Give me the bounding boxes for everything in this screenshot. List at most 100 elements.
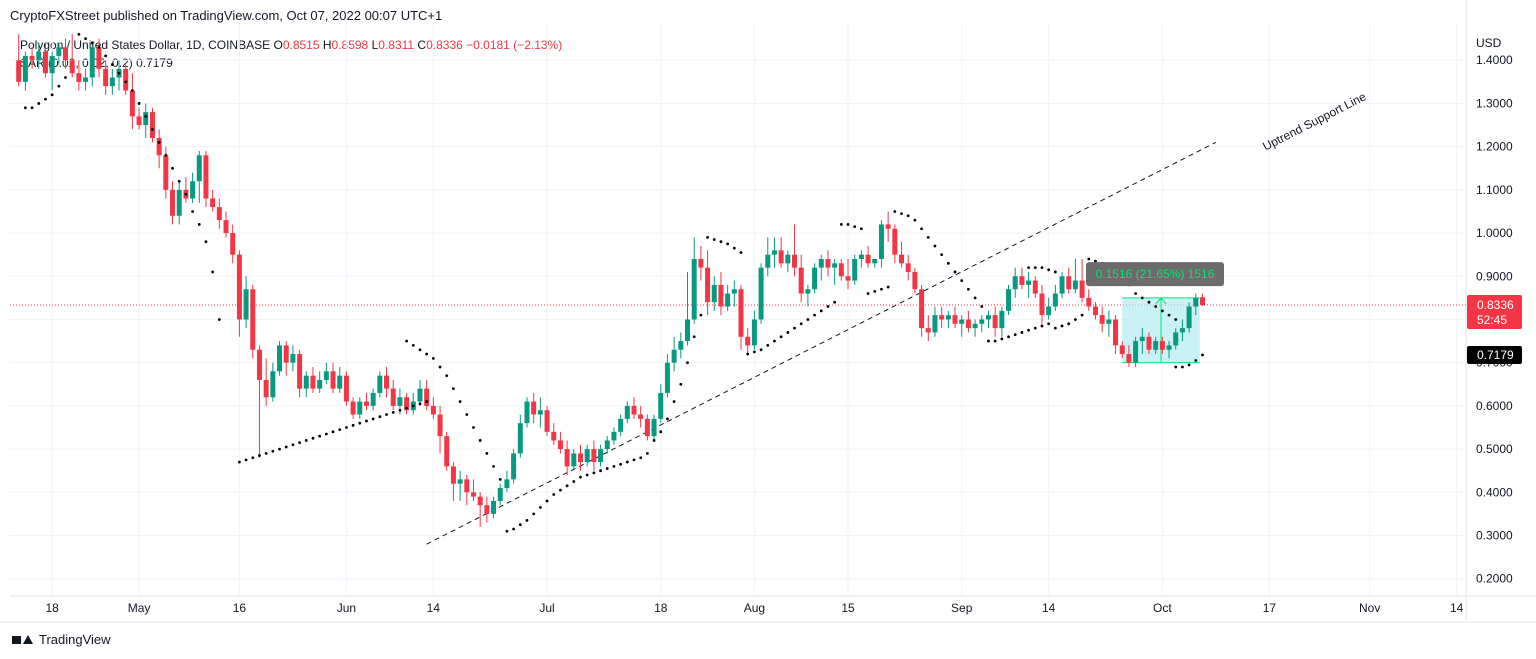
candle-body xyxy=(604,440,610,450)
sar-dot xyxy=(1181,365,1184,369)
candle-body xyxy=(1159,341,1165,350)
candle xyxy=(745,328,751,355)
candle-body xyxy=(170,189,176,216)
candle-body xyxy=(564,449,570,467)
candle-body xyxy=(42,51,48,74)
sar-dot xyxy=(1047,322,1051,326)
candle xyxy=(792,224,798,277)
candle-body xyxy=(932,315,938,333)
candle xyxy=(638,405,644,428)
sar-dot xyxy=(686,361,689,365)
sar-dot xyxy=(485,452,489,455)
candle-body xyxy=(1086,297,1092,307)
candle-body xyxy=(965,319,971,329)
candle-body xyxy=(524,401,530,424)
sar-dot xyxy=(1033,266,1037,270)
candle xyxy=(905,254,911,281)
candle-body xyxy=(531,401,537,415)
candle xyxy=(410,392,416,415)
sar-dot xyxy=(492,464,495,468)
sar-dot xyxy=(692,335,696,339)
sar-dot xyxy=(1174,318,1178,321)
candle-body xyxy=(812,267,818,290)
candle-body xyxy=(56,47,62,56)
candle xyxy=(691,237,697,324)
candle-body xyxy=(671,349,677,363)
candle-body xyxy=(999,310,1005,329)
sar-dot xyxy=(425,400,429,403)
y-tick-label: 0.2000 xyxy=(1476,572,1513,586)
candle-body xyxy=(89,47,95,78)
candle-body xyxy=(878,224,884,259)
candle xyxy=(430,397,436,419)
candle xyxy=(731,280,737,307)
x-tick-label: May xyxy=(128,601,151,615)
candle-body xyxy=(230,233,236,255)
candle xyxy=(838,258,844,281)
candle xyxy=(872,258,878,268)
sar-dot xyxy=(773,339,776,343)
candle xyxy=(557,431,563,454)
sar-dot xyxy=(1154,305,1158,308)
candle-body xyxy=(49,55,55,74)
candle-body xyxy=(778,250,784,264)
sar-dot xyxy=(44,97,47,101)
sar-dot xyxy=(967,287,970,291)
candle-body xyxy=(250,289,256,350)
candle-body xyxy=(290,354,296,363)
candle xyxy=(1066,267,1072,294)
candle xyxy=(210,189,216,212)
candle xyxy=(297,349,303,398)
candle xyxy=(256,345,262,458)
candle xyxy=(1039,284,1045,324)
sar-dot xyxy=(452,387,455,391)
candle xyxy=(979,315,985,333)
sar-dot xyxy=(926,235,930,239)
x-tick-label: Nov xyxy=(1359,601,1380,615)
candle-body xyxy=(972,323,978,329)
candle-body xyxy=(83,77,89,82)
candle-body xyxy=(384,375,390,389)
sar-dot xyxy=(1000,337,1004,341)
candle xyxy=(109,68,115,95)
candle-body xyxy=(517,423,523,454)
sar-dot xyxy=(110,63,114,66)
candle xyxy=(618,414,624,437)
sar-dot xyxy=(799,322,803,326)
sar-value: 0.7179 xyxy=(136,56,173,70)
sar-dot xyxy=(565,484,569,488)
candle-body xyxy=(1179,328,1185,333)
candle-body xyxy=(149,112,155,139)
sar-dot xyxy=(813,313,816,317)
candle xyxy=(123,64,129,95)
candle xyxy=(63,38,69,69)
candle xyxy=(999,306,1005,337)
sar-dot xyxy=(880,287,883,291)
sar-dot xyxy=(324,432,328,436)
sar-dot xyxy=(157,140,161,144)
sar-dot xyxy=(859,227,863,231)
sar-dot xyxy=(1140,296,1144,300)
sar-dot xyxy=(385,413,388,416)
x-tick-label: Jun xyxy=(337,601,356,615)
sar-dot xyxy=(853,225,857,228)
candle xyxy=(83,68,89,91)
candle xyxy=(290,345,296,372)
candle xyxy=(203,150,209,208)
candle-body xyxy=(210,198,216,208)
candle-body xyxy=(992,315,998,329)
candle xyxy=(798,254,804,303)
sar-dot xyxy=(84,37,87,41)
sar-dot xyxy=(993,339,997,343)
sar-dot xyxy=(458,400,462,403)
sar-dot xyxy=(1074,318,1077,321)
sar-dot xyxy=(445,374,449,378)
candle-body xyxy=(203,155,209,199)
candle xyxy=(818,254,824,281)
current-price-label: 0.8336 xyxy=(1477,298,1514,312)
sar-dot xyxy=(1187,363,1191,367)
candle-body xyxy=(1026,280,1032,285)
candle xyxy=(357,397,363,419)
candle xyxy=(230,224,236,264)
